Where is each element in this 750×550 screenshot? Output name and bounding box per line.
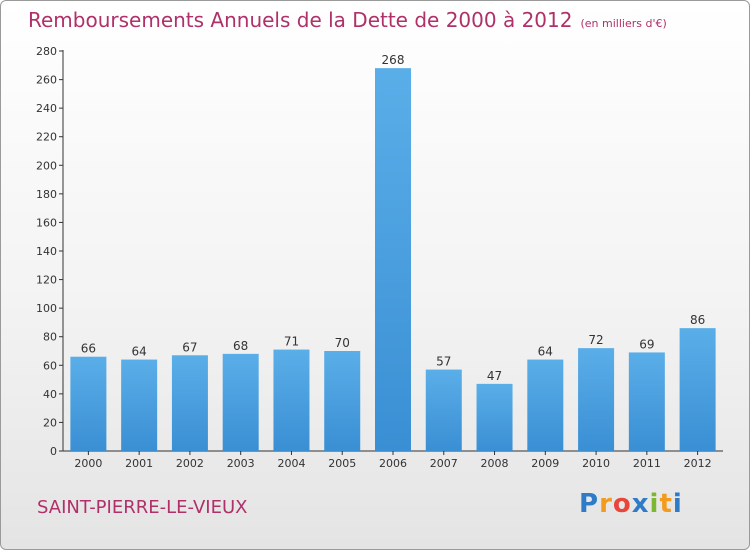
data-label: 72	[588, 333, 603, 347]
logo-letter: r	[599, 489, 613, 519]
data-label: 70	[335, 336, 350, 350]
commune-name: SAINT-PIERRE-LE-VIEUX	[37, 497, 248, 518]
bar	[324, 351, 361, 451]
chart-title-text: Remboursements Annuels de la Dette de 20…	[28, 8, 573, 32]
x-tick-label: 2009	[531, 457, 559, 470]
data-label: 57	[436, 355, 451, 369]
x-tick-label: 2005	[328, 457, 356, 470]
y-tick-label: 80	[43, 331, 57, 344]
y-tick-label: 160	[36, 216, 57, 229]
x-tick-label: 2011	[633, 457, 661, 470]
bar	[121, 359, 158, 451]
data-label: 71	[284, 335, 299, 349]
logo-letter: t	[659, 489, 673, 519]
logo-letter: P	[579, 489, 600, 519]
x-tick-label: 2010	[582, 457, 610, 470]
bar	[171, 355, 208, 451]
bar	[222, 353, 259, 451]
bar	[578, 348, 615, 451]
bar	[70, 356, 107, 451]
logo-letter: i	[649, 489, 660, 519]
bar	[679, 328, 716, 451]
y-tick-label: 220	[36, 131, 57, 144]
bar	[375, 68, 411, 452]
bar	[425, 369, 462, 451]
y-tick-label: 100	[36, 302, 57, 315]
data-label: 268	[382, 53, 405, 67]
data-label: 64	[132, 345, 147, 359]
data-label: 68	[233, 339, 248, 353]
data-label: 67	[182, 340, 197, 354]
proxiti-logo: Proxiti	[579, 489, 683, 519]
x-tick-label: 2003	[227, 457, 255, 470]
x-tick-label: 2007	[430, 457, 458, 470]
y-tick-label: 0	[50, 445, 57, 458]
bar	[273, 349, 310, 451]
y-tick-label: 200	[36, 159, 57, 172]
data-label: 47	[487, 369, 502, 383]
y-tick-label: 140	[36, 245, 57, 258]
y-tick-label: 60	[43, 359, 57, 372]
bar	[476, 383, 513, 451]
x-tick-label: 2002	[176, 457, 204, 470]
y-tick-label: 280	[36, 45, 57, 58]
x-tick-label: 2004	[277, 457, 305, 470]
data-label: 86	[690, 313, 705, 327]
y-tick-label: 180	[36, 188, 57, 201]
data-label: 69	[639, 337, 654, 351]
x-tick-label: 2006	[379, 457, 407, 470]
y-tick-label: 260	[36, 74, 57, 87]
x-tick-label: 2000	[74, 457, 102, 470]
logo-letter: x	[631, 489, 650, 519]
chart-title: Remboursements Annuels de la Dette de 20…	[28, 8, 667, 32]
data-label: 66	[81, 342, 96, 356]
y-tick-label: 240	[36, 102, 57, 115]
chart-unit-note: (en milliers d'€)	[580, 17, 667, 30]
y-tick-label: 40	[43, 388, 57, 401]
x-tick-label: 2008	[481, 457, 509, 470]
x-tick-label: 2012	[684, 457, 712, 470]
x-tick-label: 2001	[125, 457, 153, 470]
bar	[527, 359, 564, 451]
y-tick-label: 120	[36, 274, 57, 287]
bar	[628, 352, 665, 451]
logo-letter: o	[612, 489, 632, 519]
y-tick-label: 20	[43, 416, 57, 429]
logo-letter: i	[672, 489, 683, 519]
data-label: 64	[538, 345, 553, 359]
